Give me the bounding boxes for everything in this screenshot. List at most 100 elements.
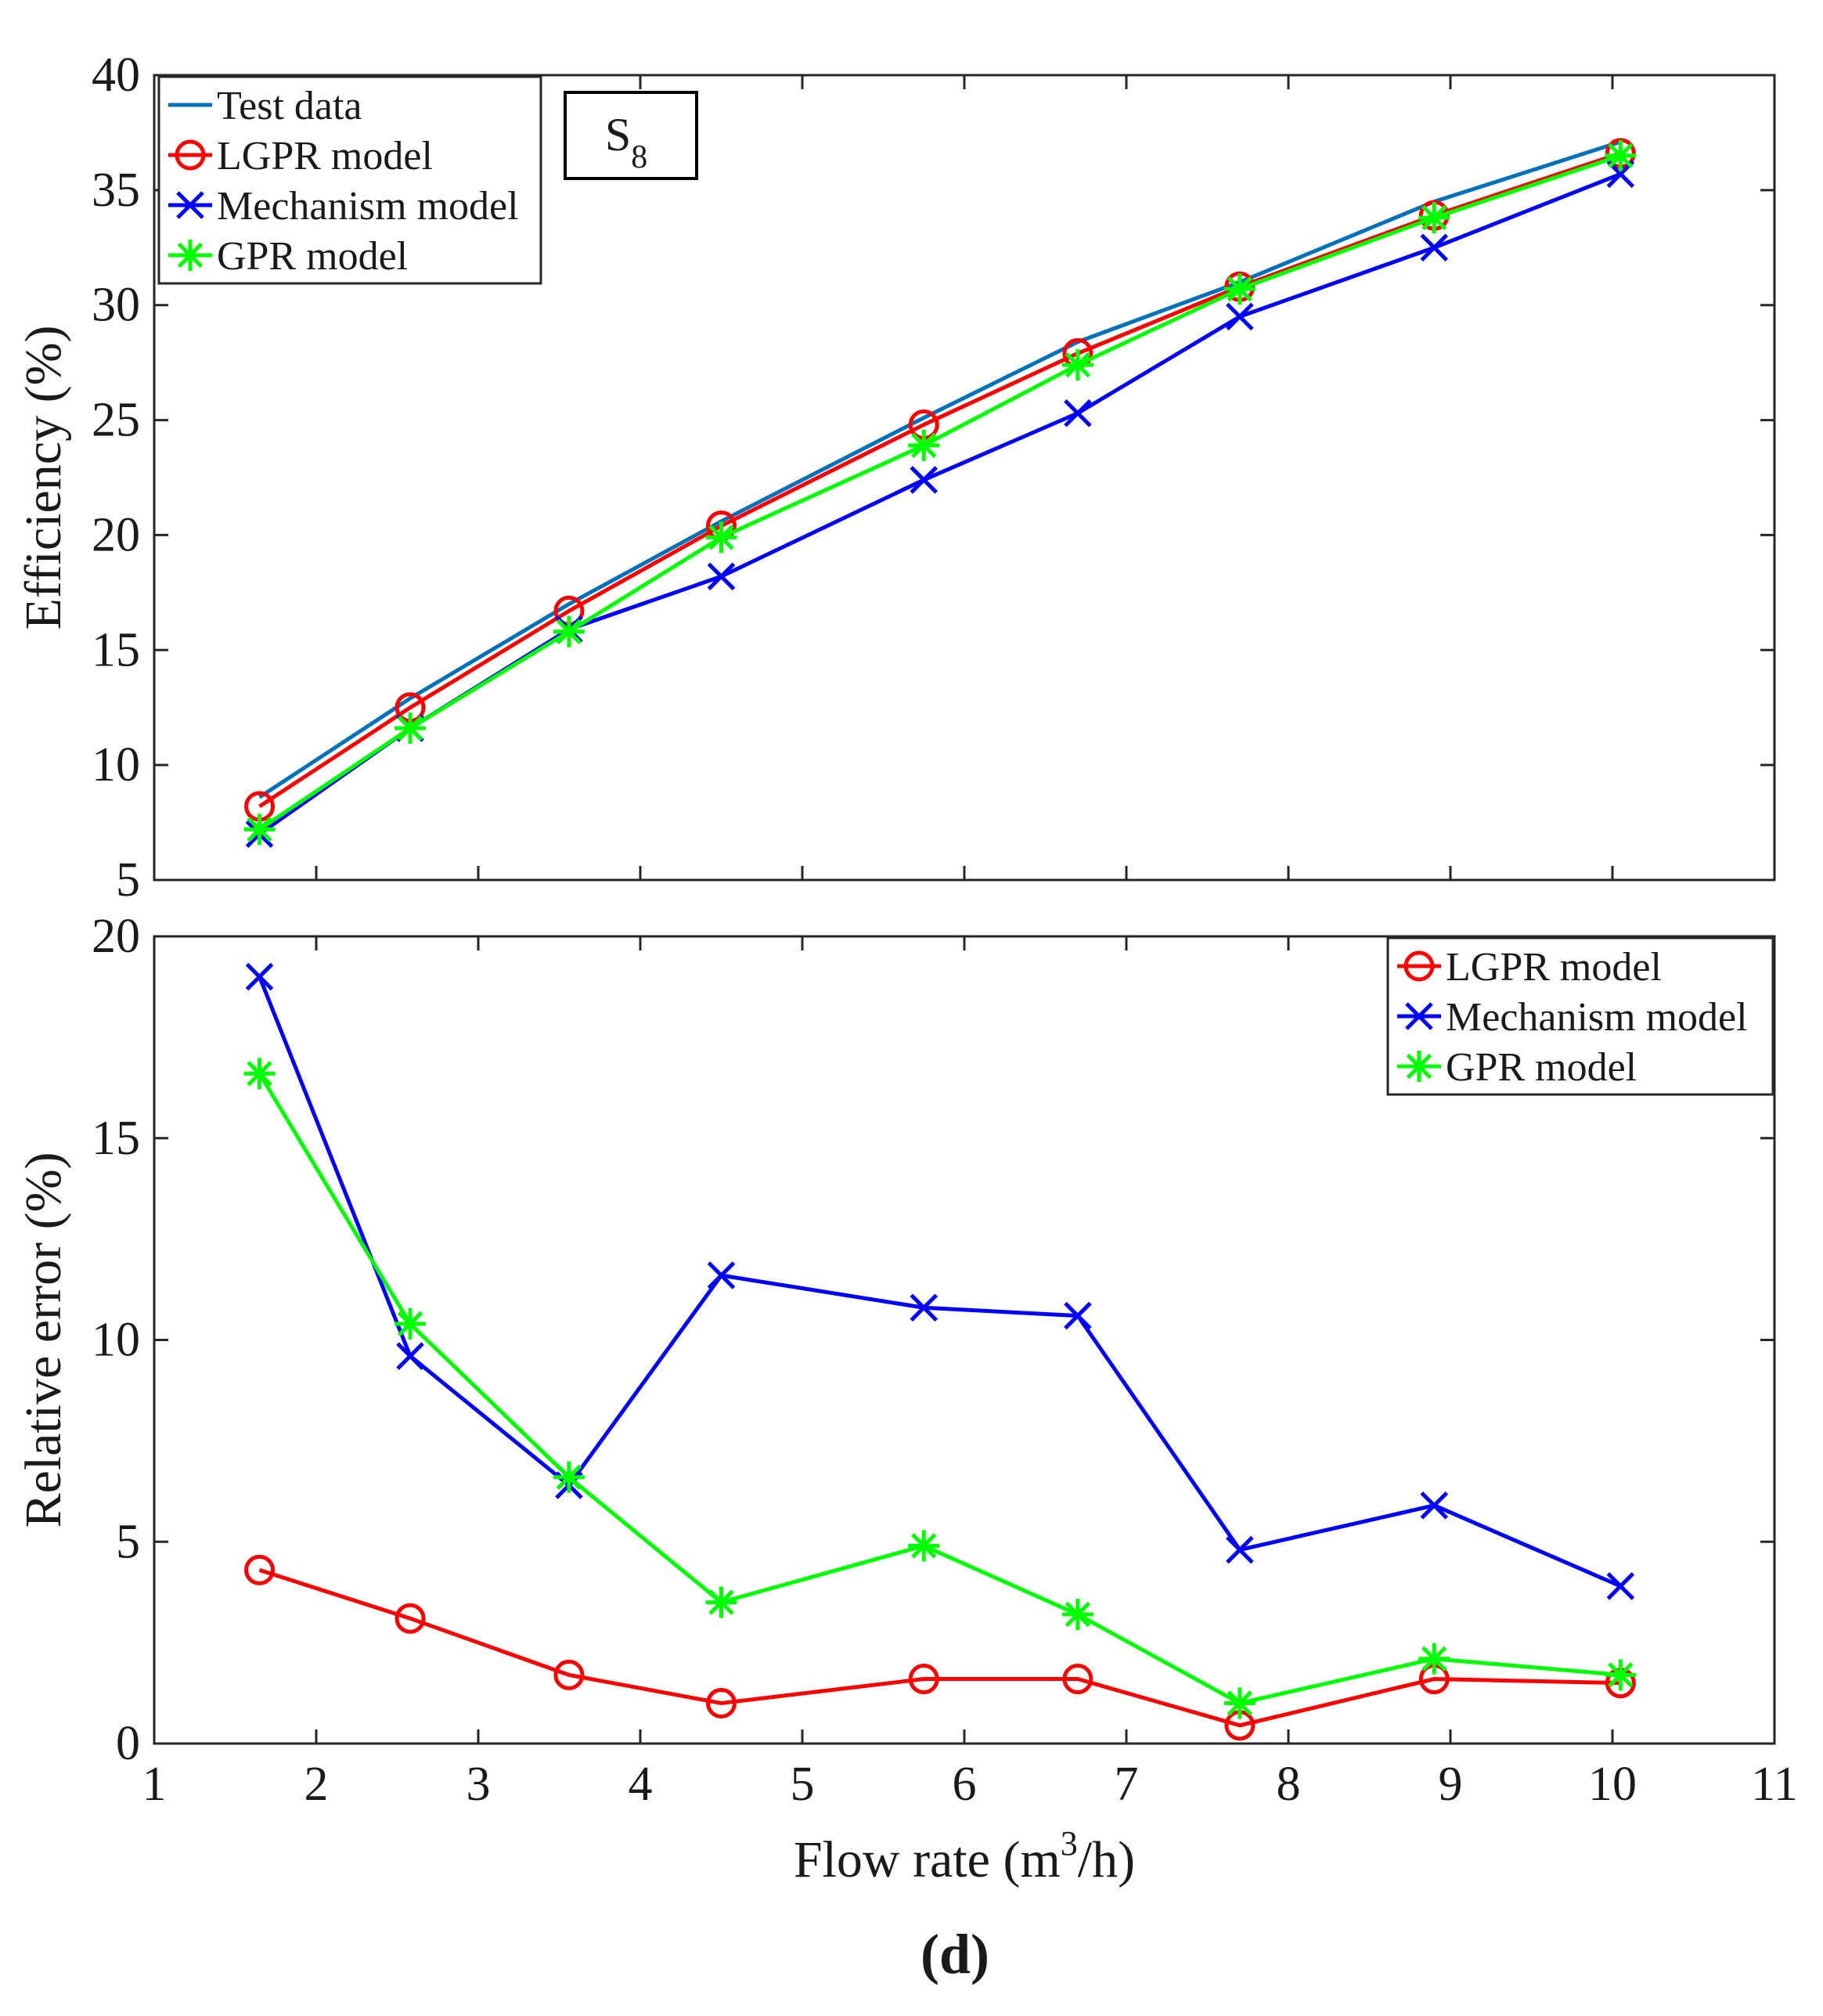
data-point-mech-stroke-b — [396, 1342, 424, 1370]
data-point-lgpr — [1062, 1664, 1093, 1695]
legend-marker-gpr — [1403, 1051, 1435, 1082]
panel-label-close: ) — [971, 1923, 989, 1985]
x-tick-label: 4 — [629, 1758, 653, 1811]
panel-label-letter: d — [939, 1923, 971, 1985]
data-point-gpr — [705, 1586, 737, 1618]
data-point-gpr — [1418, 202, 1450, 234]
data-point-gpr-stroke-d2 — [247, 817, 272, 842]
data-point-mech — [1420, 233, 1449, 262]
legend-marker-mech — [1405, 1002, 1433, 1030]
data-point-gpr — [705, 521, 737, 554]
data-point-lgpr — [553, 1659, 585, 1690]
data-point-gpr-stroke-d2 — [1227, 1690, 1253, 1716]
data-point-mech-stroke-b — [707, 562, 736, 591]
data-point-mech-stroke-b — [1226, 1535, 1254, 1564]
x-tick-label: 7 — [1115, 1758, 1139, 1811]
legend-marker-gpr-stroke-d2 — [177, 242, 204, 269]
legend-box — [1386, 936, 1774, 1096]
data-point-gpr-stroke-d2 — [1421, 204, 1447, 231]
data-point-gpr-stroke-d2 — [708, 525, 734, 550]
data-point-gpr — [243, 813, 276, 846]
x-tick-label: 9 — [1439, 1758, 1463, 1811]
axes-frame — [153, 935, 1776, 1745]
y-tick-label: 10 — [92, 738, 140, 792]
data-point-gpr — [908, 429, 940, 461]
data-point-gpr — [1605, 139, 1637, 171]
legend-label-mech: Mechanism model — [1446, 995, 1748, 1040]
x-tick-label: 10 — [1588, 1758, 1637, 1811]
y-axis-label: Efficiency (%) — [15, 325, 72, 629]
data-point-gpr — [553, 1461, 585, 1493]
data-point-mech — [1064, 1301, 1092, 1330]
y-tick-label: 20 — [92, 508, 140, 561]
data-point-mech — [707, 1261, 736, 1289]
legend-label-test: Test data — [217, 84, 362, 128]
data-point-gpr — [553, 615, 585, 647]
data-point-gpr — [1061, 1599, 1093, 1631]
legend-marker-gpr-stroke-d2 — [1406, 1053, 1432, 1080]
data-point-gpr-stroke-d2 — [556, 1464, 582, 1490]
annotation-label: S8 — [605, 109, 647, 175]
data-point-mech-stroke-b — [1420, 1491, 1449, 1520]
data-point-mech — [1226, 1535, 1254, 1564]
y-tick-label: 0 — [116, 1717, 140, 1770]
x-tick-label: 3 — [467, 1758, 491, 1811]
data-point-gpr-stroke-d2 — [397, 1311, 423, 1337]
series-line-lgpr — [258, 151, 1622, 809]
x-tick-label: 1 — [142, 1758, 167, 1811]
data-point-mech-stroke-b — [1064, 399, 1092, 427]
y-tick-label: 25 — [92, 394, 140, 447]
efficiency-chart: 5 10 15 20 25 30 35 40 Efficiency (%) Test data LG… — [15, 49, 1776, 907]
x-tick-label: 6 — [953, 1758, 977, 1811]
data-point-mech — [910, 1293, 939, 1322]
annotation-box — [564, 91, 698, 180]
annotation-subscript: 8 — [631, 139, 647, 175]
data-point-mech-stroke-b — [1226, 302, 1254, 331]
data-point-mech — [1420, 1491, 1449, 1520]
legend-label-gpr: GPR model — [217, 234, 408, 279]
data-point-mech-stroke-b — [707, 1261, 736, 1289]
data-point-gpr — [395, 1307, 427, 1340]
data-point-mech — [1226, 302, 1254, 331]
data-point-mech-stroke-b — [1064, 1301, 1092, 1330]
y-tick-label: 5 — [116, 853, 140, 907]
legend-marker-lgpr — [1403, 950, 1435, 982]
data-point-gpr-stroke-d2 — [1608, 142, 1634, 168]
data-point-gpr-stroke-d2 — [911, 432, 937, 459]
data-point-mech-stroke-b — [910, 466, 939, 494]
data-point-mech — [1064, 399, 1092, 427]
y-tick-label: 35 — [92, 164, 140, 217]
data-point-lgpr — [244, 1554, 276, 1585]
data-point-gpr — [1418, 1643, 1450, 1675]
legend-label-gpr: GPR model — [1446, 1045, 1637, 1090]
panel-label-open: ( — [921, 1923, 939, 1985]
data-point-gpr-stroke-d2 — [708, 1589, 734, 1615]
data-point-gpr-stroke-d2 — [911, 1533, 937, 1559]
x-tick-label: 8 — [1277, 1758, 1301, 1811]
legend: Test data LGPR model Mechanism model GPR mo… — [157, 75, 542, 285]
data-point-gpr — [1223, 273, 1256, 305]
data-point-gpr-stroke-d2 — [1421, 1646, 1447, 1672]
y-tick-label: 20 — [92, 910, 140, 963]
y-tick-label: 40 — [92, 49, 140, 102]
data-point-lgpr — [908, 1664, 939, 1695]
annotation-text: S — [605, 109, 631, 160]
data-point-gpr — [1605, 1659, 1637, 1691]
x-axis-label: Flow rate (m3/h) — [794, 1824, 1135, 1888]
data-point-gpr-stroke-d2 — [247, 1061, 272, 1087]
x-tick-label: 11 — [1751, 1758, 1798, 1811]
data-point-gpr — [1061, 349, 1093, 381]
legend-label-mech: Mechanism model — [217, 184, 519, 229]
data-point-mech — [910, 466, 939, 494]
y-tick-label: 15 — [92, 623, 140, 676]
y-tick-label: 5 — [116, 1515, 140, 1568]
legend: LGPR model Mechanism model GPR model — [1386, 936, 1774, 1096]
data-point-gpr — [395, 712, 427, 745]
data-point-gpr-stroke-d2 — [1608, 1662, 1634, 1688]
x-axis-label-text: Flow rate (m — [794, 1831, 1061, 1888]
data-point-mech — [396, 1342, 424, 1370]
data-point-mech-stroke-b — [910, 1293, 939, 1322]
data-point-gpr-stroke-d2 — [1065, 1601, 1091, 1628]
x-axis-label-unit: /h) — [1078, 1831, 1135, 1888]
data-point-mech-stroke-b — [1606, 1572, 1635, 1600]
